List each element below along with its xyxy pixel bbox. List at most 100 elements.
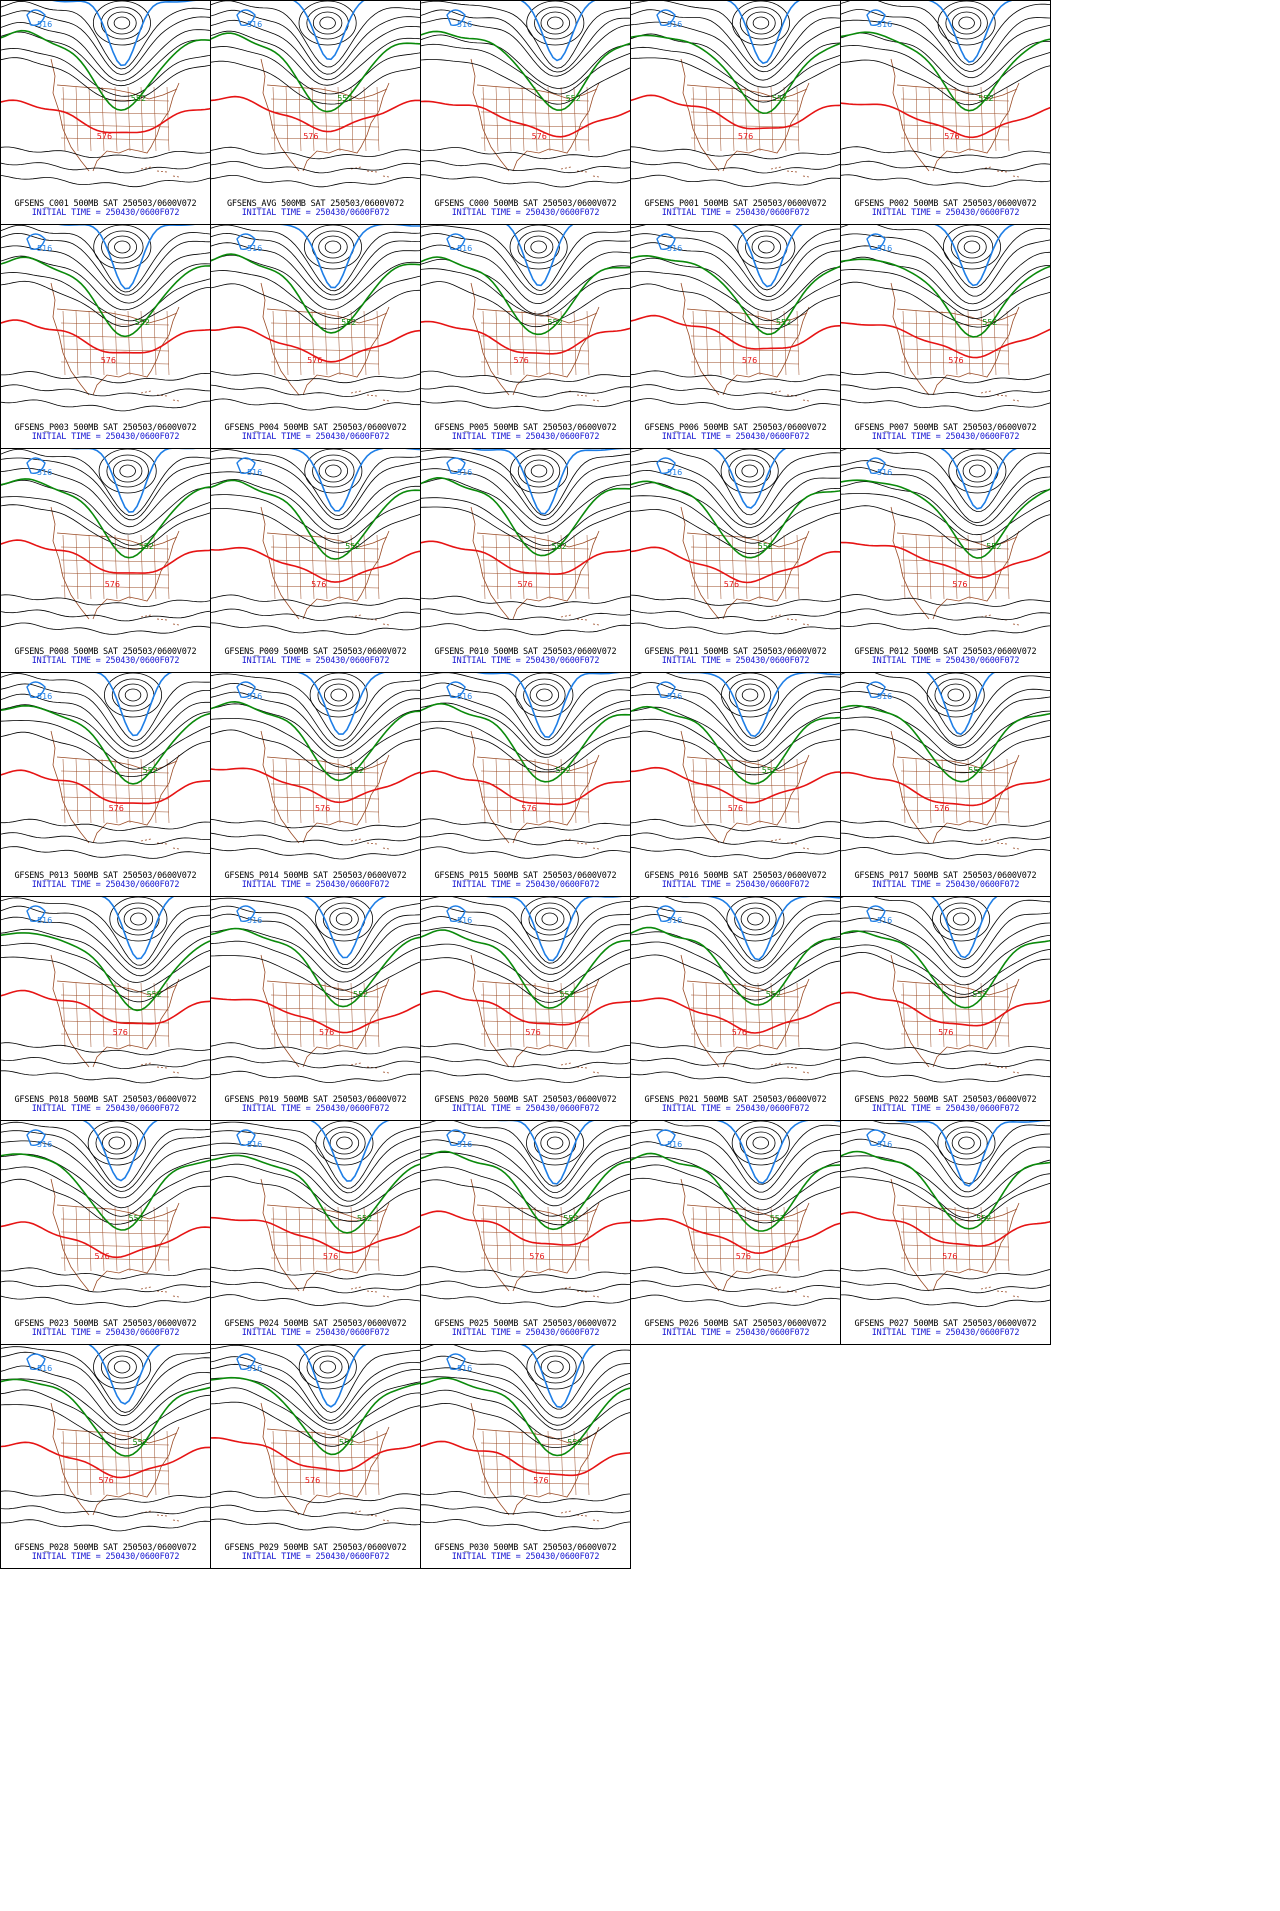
state-boundary (744, 982, 748, 1048)
contour-552 (631, 34, 840, 115)
state-boundary (534, 534, 538, 600)
contour-516-west (26, 233, 46, 250)
contour-552 (631, 705, 840, 785)
contour-label-576: 576 (518, 580, 533, 589)
state-boundary (690, 1033, 800, 1037)
us-canada-border (896, 980, 1018, 996)
geography-lines (470, 1178, 600, 1298)
state-boundary (60, 98, 170, 102)
contour-516 (293, 1, 365, 61)
closed-low-contour (962, 459, 993, 483)
state-boundary (928, 534, 932, 600)
ensemble-panel-p013: 516 552 576 GFSENS_P013 500MB SAT 250503/06… (0, 672, 211, 897)
closed-low-contour (934, 678, 977, 712)
closed-low-contour (130, 912, 147, 926)
height-contour (631, 161, 840, 174)
state-boundary (270, 1455, 380, 1459)
height-contour (211, 1377, 420, 1431)
height-contour (211, 718, 420, 768)
us-canada-border (56, 308, 178, 324)
state-boundary (153, 1206, 157, 1272)
contour-576 (421, 540, 630, 575)
contour-516-west (236, 905, 256, 922)
closed-low-contour (958, 16, 975, 30)
state-boundary (573, 1206, 577, 1272)
height-contour (631, 283, 840, 330)
height-contour (841, 1155, 1050, 1210)
closed-low-contour (737, 225, 796, 270)
contour-label-576: 576 (109, 804, 124, 813)
state-boundary (350, 86, 354, 152)
us-canada-border (266, 1428, 388, 1444)
geography-lines (260, 1402, 390, 1522)
closed-low-contour (107, 235, 137, 259)
height-contour (1, 832, 210, 845)
contour-label-552: 552 (986, 542, 1001, 551)
contour-516 (82, 1121, 158, 1182)
us-canada-border (476, 756, 598, 772)
closed-low-contour (330, 688, 347, 702)
state-boundary (285, 1430, 289, 1496)
state-boundary (166, 1206, 170, 1272)
ensemble-panel-p026: 516 552 576 GFSENS_P026 500MB SAT 250503/06… (630, 1120, 841, 1345)
contour-552 (841, 1150, 1050, 1230)
caribbean-islands (560, 1510, 600, 1522)
closed-low-contour (937, 1, 996, 46)
contour-576 (211, 326, 420, 363)
geography-lines (890, 58, 1020, 178)
state-boundary (153, 982, 157, 1048)
contour-552 (421, 929, 630, 1009)
contour-label-552: 552 (976, 1214, 991, 1223)
contour-516 (928, 1, 1013, 63)
state-boundary (521, 310, 525, 376)
us-canada-border (896, 756, 1018, 772)
closed-low-contour (92, 1, 151, 46)
geography-lines (890, 282, 1020, 402)
height-contour (841, 944, 1050, 995)
state-boundary (900, 1231, 1010, 1235)
contour-label-576: 576 (97, 132, 112, 141)
panel-init-time: INITIAL TIME = 250430/0600F072 (241, 1328, 390, 1338)
state-boundary (534, 982, 538, 1048)
contour-516 (940, 449, 1017, 510)
contour-label-516: 516 (37, 244, 52, 253)
height-contour (1, 594, 210, 608)
state-boundary (101, 982, 105, 1048)
closed-low-contour (951, 11, 982, 35)
west-coastline (890, 506, 930, 620)
state-boundary (690, 1020, 800, 1024)
east-coastline (932, 978, 1020, 1068)
state-boundary (480, 1468, 590, 1472)
state-boundary (547, 1430, 551, 1496)
height-contour (211, 508, 420, 553)
panel-title: GFSENS_P028 500MB SAT 250503/0600V072 (14, 1543, 197, 1553)
state-boundary (560, 1430, 564, 1496)
height-contour (1, 905, 210, 970)
contour-576 (421, 1440, 630, 1477)
panel-init-time: INITIAL TIME = 250430/0600F072 (451, 1328, 600, 1338)
height-contours (841, 449, 1050, 636)
state-boundary (88, 982, 92, 1048)
height-contour (631, 694, 840, 753)
state-boundary (480, 1033, 590, 1037)
closed-low-contour (324, 240, 342, 254)
height-contours (211, 673, 420, 860)
height-contour (631, 1, 840, 68)
contour-576 (1, 1221, 210, 1259)
state-boundary (586, 310, 590, 376)
height-contour (1, 719, 210, 770)
height-map: 516 552 576 (211, 1345, 420, 1531)
east-coastline (302, 754, 390, 844)
height-contours (841, 1121, 1050, 1308)
east-coastline (92, 978, 180, 1068)
west-coastline (50, 954, 90, 1068)
height-contour (421, 1490, 630, 1504)
height-contours (1, 1, 210, 188)
height-contour (211, 9, 420, 75)
height-contour (1, 225, 210, 293)
panel-title: GFSENS_C000 500MB SAT 250503/0600V072 (434, 199, 617, 209)
panel-title: GFSENS_P011 500MB SAT 250503/0600V072 (644, 647, 827, 657)
state-boundary (902, 310, 906, 376)
state-boundary (101, 534, 105, 600)
contour-576 (1, 1441, 210, 1479)
